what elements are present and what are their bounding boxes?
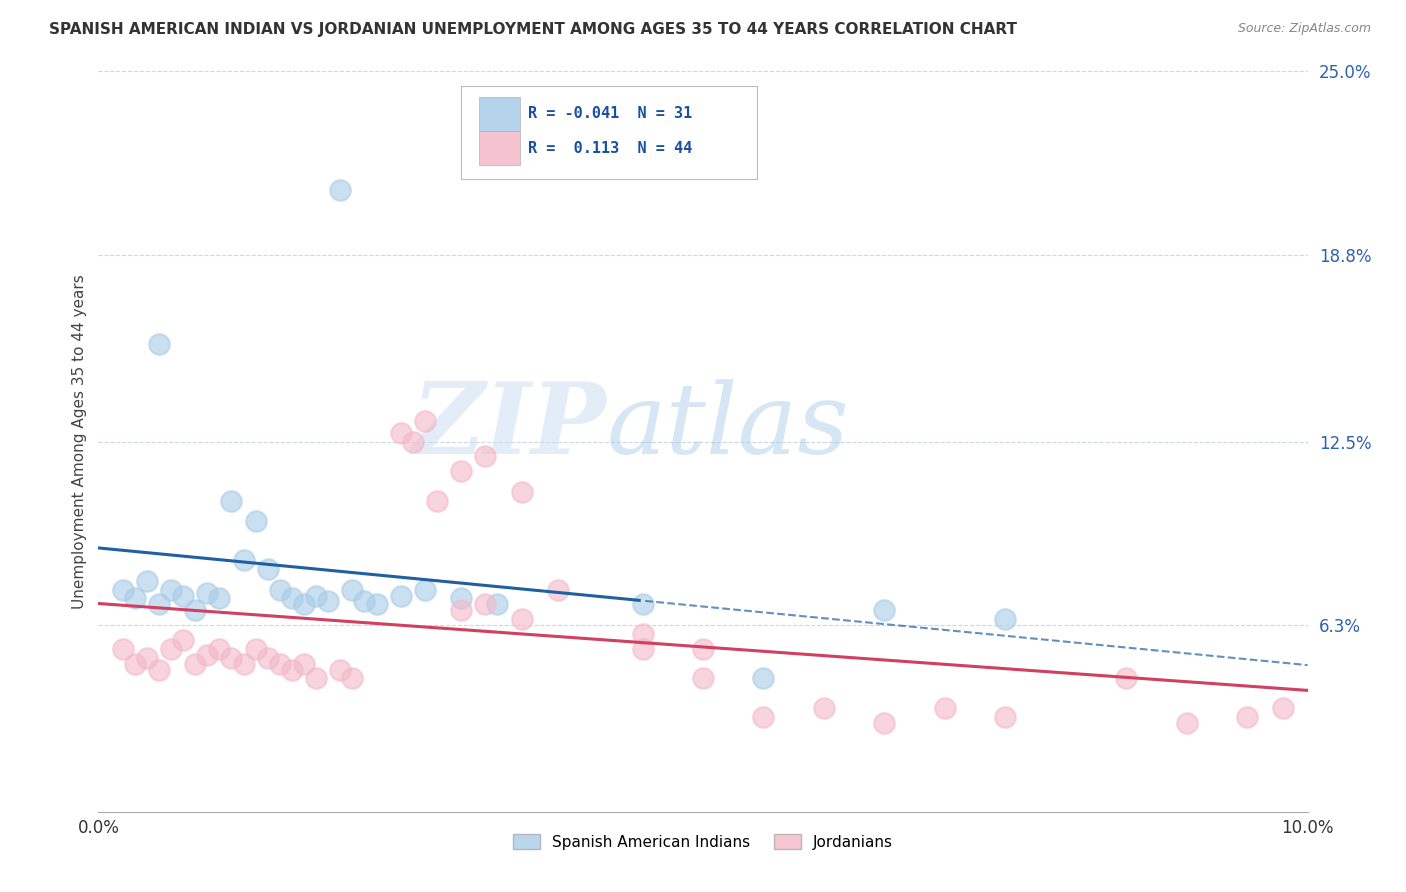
Point xyxy=(813,701,835,715)
Point xyxy=(305,589,328,603)
Point xyxy=(1175,715,1198,730)
Point xyxy=(148,336,170,351)
Point xyxy=(631,641,654,656)
FancyBboxPatch shape xyxy=(479,131,520,165)
Point xyxy=(994,710,1017,724)
Point xyxy=(269,657,291,671)
FancyBboxPatch shape xyxy=(479,96,520,130)
Text: Source: ZipAtlas.com: Source: ZipAtlas.com xyxy=(1237,22,1371,36)
Point xyxy=(329,183,352,197)
Point xyxy=(692,641,714,656)
Point xyxy=(281,591,304,606)
Point xyxy=(269,582,291,597)
Point xyxy=(474,450,496,464)
Point xyxy=(631,627,654,641)
Point xyxy=(148,663,170,677)
Point xyxy=(160,641,183,656)
Point xyxy=(413,582,436,597)
Point xyxy=(1272,701,1295,715)
Point xyxy=(111,641,134,656)
Point xyxy=(292,598,315,612)
Point xyxy=(342,672,364,686)
Point xyxy=(160,582,183,597)
Point xyxy=(450,591,472,606)
Point xyxy=(232,657,254,671)
Point xyxy=(256,562,278,576)
Point xyxy=(184,603,207,617)
Point xyxy=(486,598,509,612)
Point xyxy=(124,591,146,606)
Point xyxy=(389,425,412,440)
Point xyxy=(245,641,267,656)
Point xyxy=(450,603,472,617)
Point xyxy=(1115,672,1137,686)
Point xyxy=(135,574,157,588)
Point xyxy=(342,582,364,597)
Point xyxy=(232,553,254,567)
Point xyxy=(184,657,207,671)
Point xyxy=(389,589,412,603)
Point xyxy=(148,598,170,612)
Point xyxy=(245,515,267,529)
Point xyxy=(873,603,896,617)
Point xyxy=(474,598,496,612)
Point xyxy=(281,663,304,677)
Point xyxy=(208,641,231,656)
Point xyxy=(305,672,328,686)
Text: atlas: atlas xyxy=(606,379,849,475)
FancyBboxPatch shape xyxy=(461,87,758,178)
Text: R = -0.041  N = 31: R = -0.041 N = 31 xyxy=(527,106,692,121)
Point xyxy=(692,672,714,686)
Point xyxy=(426,493,449,508)
Point xyxy=(934,701,956,715)
Point xyxy=(994,612,1017,626)
Point xyxy=(195,648,218,662)
Point xyxy=(450,464,472,478)
Point xyxy=(402,434,425,449)
Point xyxy=(873,715,896,730)
Text: ZIP: ZIP xyxy=(412,378,606,475)
Point xyxy=(256,650,278,665)
Point xyxy=(752,710,775,724)
Point xyxy=(172,632,194,647)
Point xyxy=(510,484,533,499)
Point xyxy=(353,594,375,608)
Point xyxy=(135,650,157,665)
Point xyxy=(172,589,194,603)
Point xyxy=(1236,710,1258,724)
Point xyxy=(316,594,339,608)
Y-axis label: Unemployment Among Ages 35 to 44 years: Unemployment Among Ages 35 to 44 years xyxy=(72,274,87,609)
Point xyxy=(631,598,654,612)
Legend: Spanish American Indians, Jordanians: Spanish American Indians, Jordanians xyxy=(506,828,900,856)
Point xyxy=(208,591,231,606)
Point xyxy=(221,493,243,508)
Point xyxy=(221,650,243,665)
Point xyxy=(752,672,775,686)
Point xyxy=(124,657,146,671)
Point xyxy=(413,414,436,428)
Point xyxy=(510,612,533,626)
Point xyxy=(111,582,134,597)
Point xyxy=(195,585,218,599)
Point xyxy=(292,657,315,671)
Text: R =  0.113  N = 44: R = 0.113 N = 44 xyxy=(527,141,692,156)
Point xyxy=(547,582,569,597)
Point xyxy=(366,598,388,612)
Text: SPANISH AMERICAN INDIAN VS JORDANIAN UNEMPLOYMENT AMONG AGES 35 TO 44 YEARS CORR: SPANISH AMERICAN INDIAN VS JORDANIAN UNE… xyxy=(49,22,1017,37)
Point xyxy=(329,663,352,677)
